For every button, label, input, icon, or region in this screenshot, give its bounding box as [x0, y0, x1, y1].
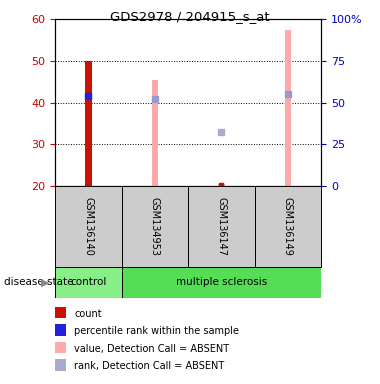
Text: GDS2978 / 204915_s_at: GDS2978 / 204915_s_at	[110, 10, 270, 23]
Point	[152, 96, 158, 102]
Bar	[55, 359, 66, 371]
Bar	[55, 342, 66, 353]
Text: multiple sclerosis: multiple sclerosis	[176, 277, 267, 287]
Text: GSM136140: GSM136140	[83, 197, 93, 256]
Text: count: count	[74, 309, 102, 319]
Bar	[122, 267, 321, 298]
Text: value, Detection Call = ABSENT: value, Detection Call = ABSENT	[74, 344, 229, 354]
Text: GSM136149: GSM136149	[283, 197, 293, 256]
Point	[85, 93, 91, 99]
Text: rank, Detection Call = ABSENT: rank, Detection Call = ABSENT	[74, 361, 224, 371]
Text: percentile rank within the sample: percentile rank within the sample	[74, 326, 239, 336]
Text: GSM134953: GSM134953	[150, 197, 160, 256]
Bar	[285, 30, 291, 186]
Bar	[122, 186, 188, 267]
Bar	[85, 61, 92, 186]
Text: control: control	[70, 277, 106, 287]
Bar	[188, 186, 255, 267]
Bar	[55, 267, 122, 298]
Bar	[255, 186, 321, 267]
Bar	[55, 306, 66, 318]
Bar	[55, 186, 122, 267]
Point	[218, 182, 224, 189]
Point	[285, 91, 291, 98]
Bar	[55, 324, 66, 336]
Text: GSM136147: GSM136147	[216, 197, 226, 256]
Bar	[218, 184, 225, 186]
Text: disease state: disease state	[4, 277, 73, 287]
Point	[218, 129, 224, 135]
Bar	[152, 80, 158, 186]
Text: ▶: ▶	[41, 277, 49, 287]
